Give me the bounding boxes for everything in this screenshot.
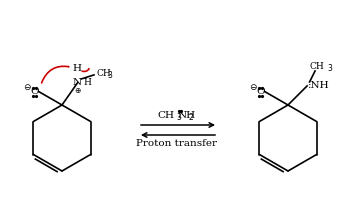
Text: O: O <box>30 87 39 96</box>
Text: Proton transfer: Proton transfer <box>137 139 217 148</box>
FancyArrowPatch shape <box>42 66 68 83</box>
FancyArrowPatch shape <box>82 69 89 71</box>
Text: ⊖: ⊖ <box>23 83 31 92</box>
Text: CH: CH <box>157 112 174 120</box>
Text: ⊕: ⊕ <box>74 86 81 95</box>
Text: N: N <box>73 78 82 87</box>
Text: NH: NH <box>178 112 196 120</box>
Text: CH: CH <box>96 69 111 78</box>
Text: 3: 3 <box>107 71 112 80</box>
Text: 3: 3 <box>327 64 332 73</box>
Text: :NH: :NH <box>308 81 330 90</box>
Text: H: H <box>83 78 91 87</box>
Text: 2: 2 <box>189 114 193 122</box>
Text: ⊖: ⊖ <box>249 83 257 92</box>
Text: H: H <box>72 64 81 73</box>
Text: CH: CH <box>310 62 324 71</box>
Text: 3: 3 <box>176 114 181 122</box>
Text: O: O <box>256 87 265 96</box>
